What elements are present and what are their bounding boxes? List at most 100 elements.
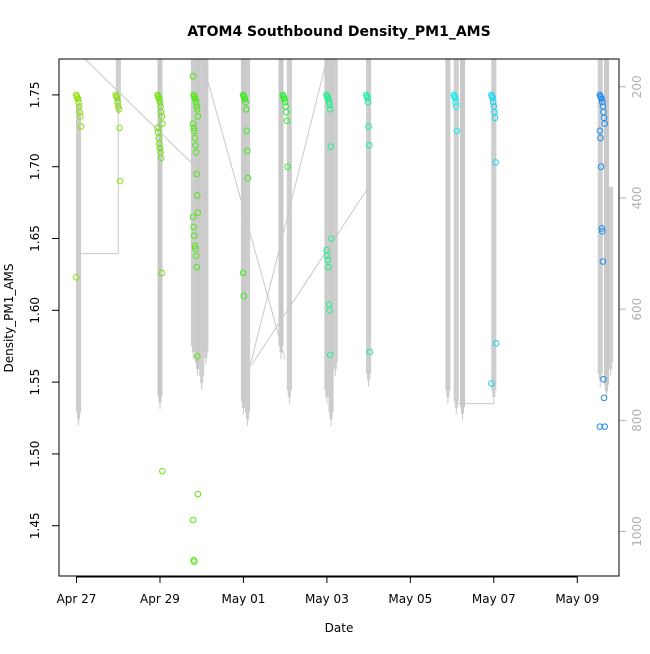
- data-point: [598, 95, 606, 103]
- data-point: [244, 147, 251, 155]
- data-point: [191, 242, 199, 249]
- data-point: [157, 108, 165, 116]
- data-point: [192, 141, 199, 149]
- altitude-transit-line: [84, 58, 194, 165]
- data-point: [193, 192, 201, 199]
- data-point: [156, 144, 164, 152]
- data-point: [327, 143, 335, 150]
- y-tick-label: 1.70: [28, 153, 42, 180]
- data-point: [189, 516, 197, 524]
- data-point: [242, 105, 250, 113]
- data-point: [597, 163, 605, 171]
- data-point: [191, 134, 199, 142]
- data-point: [599, 258, 607, 265]
- data-point: [323, 252, 331, 260]
- data-point: [75, 98, 82, 106]
- data-point: [600, 375, 607, 383]
- data-point: [281, 98, 289, 106]
- data-point: [324, 256, 332, 264]
- data-point: [492, 159, 499, 166]
- data-point: [77, 113, 84, 120]
- data-point: [159, 467, 166, 475]
- data-point: [192, 98, 200, 106]
- data-point: [114, 103, 122, 110]
- data-point: [326, 105, 334, 113]
- data-point: [194, 113, 202, 120]
- axes: Apr 27 Apr 29 May 01 May 03 May 05 May 07 May …: [28, 75, 644, 606]
- data-point: [452, 98, 459, 106]
- data-point: [154, 124, 161, 132]
- altitude-transit-line: [251, 186, 370, 366]
- data-point: [156, 140, 163, 148]
- data-point: [599, 98, 606, 106]
- data-point: [364, 98, 372, 106]
- x-tick-label: Apr 27: [57, 592, 97, 606]
- y-tick-label: 1.60: [28, 297, 42, 324]
- data-point: [193, 352, 201, 360]
- data-point: [597, 134, 604, 142]
- altitude-transit-line: [247, 58, 328, 376]
- data-point: [193, 105, 201, 113]
- y-tick-label: 1.50: [28, 441, 42, 468]
- data-point: [115, 105, 123, 113]
- data-point: [452, 103, 460, 110]
- data-point: [601, 423, 609, 430]
- data-point: [326, 351, 334, 359]
- data-point: [156, 95, 163, 103]
- y-tick-label: 1.75: [28, 82, 42, 109]
- data-point: [453, 127, 461, 135]
- data-point: [451, 94, 459, 102]
- x-tick-label: May 03: [305, 592, 349, 606]
- data-point: [190, 124, 197, 132]
- data-point: [596, 127, 604, 135]
- data-point: [600, 394, 608, 402]
- data-point: [365, 141, 373, 149]
- data-point: [492, 340, 500, 347]
- data-point: [113, 94, 121, 102]
- data-point: [489, 98, 497, 106]
- data-point: [189, 72, 197, 80]
- data-point: [192, 95, 199, 103]
- data-point: [194, 490, 202, 498]
- data-point: [190, 558, 198, 565]
- data-point: [491, 114, 499, 122]
- data-point: [114, 98, 121, 106]
- data-point: [284, 163, 291, 171]
- data-point: [72, 273, 80, 281]
- data-point: [488, 380, 495, 387]
- y2-tick-label: 200: [630, 75, 644, 98]
- data-point: [599, 228, 606, 235]
- x-tick-label: May 09: [555, 592, 599, 606]
- x-axis-label: Date: [325, 621, 354, 635]
- x-tick-label: May 07: [472, 592, 516, 606]
- data-points: [72, 72, 609, 565]
- data-point: [242, 98, 249, 106]
- data-point: [365, 123, 372, 130]
- data-point: [116, 124, 123, 132]
- data-point: [158, 113, 166, 120]
- data-point: [192, 245, 199, 252]
- data-point: [489, 94, 496, 102]
- data-point: [157, 154, 165, 162]
- y2-tick-label: 1000: [630, 516, 644, 547]
- data-point: [283, 117, 291, 125]
- data-point: [190, 232, 198, 239]
- data-point: [325, 98, 333, 106]
- x-tick-label: May 05: [388, 592, 432, 606]
- chart-title: ATOM4 Southbound Density_PM1_AMS: [187, 24, 490, 40]
- data-point: [364, 94, 371, 102]
- data-point: [243, 127, 251, 135]
- data-point: [193, 103, 200, 110]
- y-axis-label: Density_PM1_AMS: [2, 263, 16, 372]
- plot-area-border: [58, 58, 620, 577]
- data-point: [76, 108, 84, 116]
- data-point: [241, 95, 249, 103]
- data-point: [189, 213, 197, 221]
- y-tick-label: 1.65: [28, 225, 42, 252]
- data-point: [74, 95, 82, 103]
- data-point: [194, 209, 202, 216]
- data-point: [244, 174, 252, 182]
- data-point: [116, 177, 124, 185]
- data-point: [159, 120, 166, 127]
